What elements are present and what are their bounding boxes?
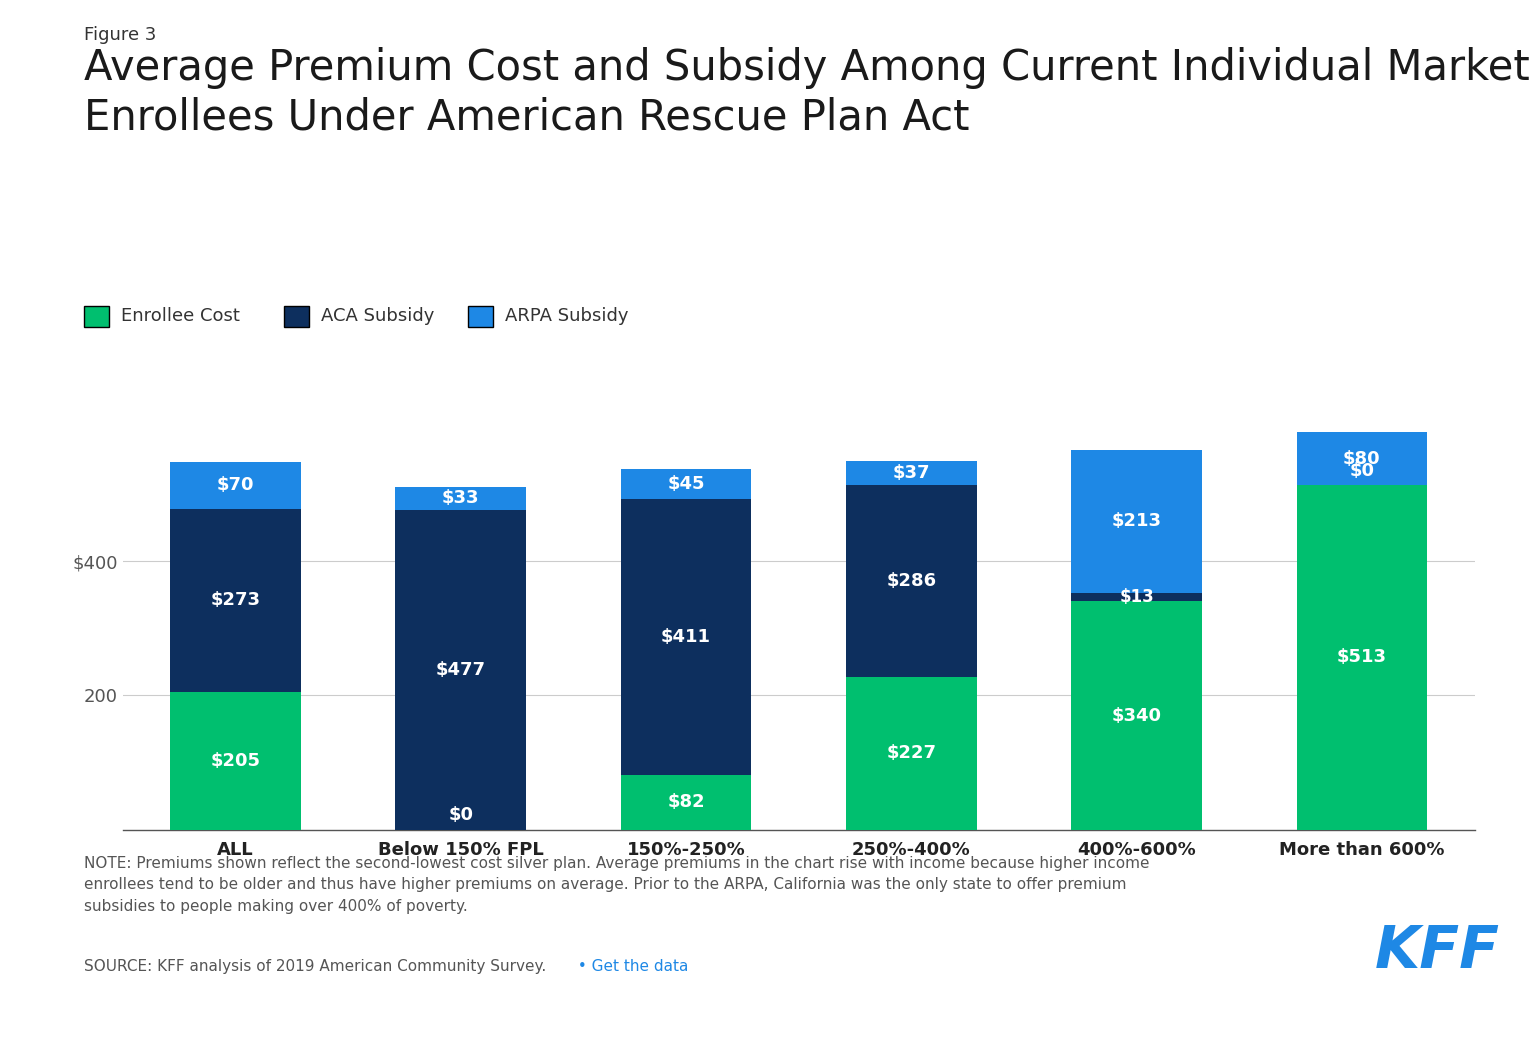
Text: Enrollee Cost: Enrollee Cost	[121, 307, 240, 326]
Bar	[1071, 450, 1203, 593]
Bar	[621, 499, 751, 775]
Bar	[846, 677, 977, 830]
Text: $513: $513	[1336, 648, 1387, 667]
Bar	[170, 692, 301, 830]
Bar	[846, 485, 977, 677]
Text: $227: $227	[886, 745, 937, 762]
Text: $37: $37	[892, 464, 931, 482]
Text: Figure 3: Figure 3	[84, 26, 157, 44]
Text: $213: $213	[1112, 512, 1161, 530]
Bar	[621, 469, 751, 499]
Text: Average Premium Cost and Subsidy Among Current Individual Market
Enrollees Under: Average Premium Cost and Subsidy Among C…	[84, 47, 1530, 139]
Text: $82: $82	[667, 793, 705, 811]
Text: NOTE: Premiums shown reflect the second-lowest cost silver plan. Average premium: NOTE: Premiums shown reflect the second-…	[84, 856, 1150, 914]
Text: ARPA Subsidy: ARPA Subsidy	[505, 307, 628, 326]
Text: $286: $286	[886, 572, 937, 590]
Text: $477: $477	[436, 661, 485, 678]
Text: $0: $0	[449, 806, 473, 824]
Bar	[621, 775, 751, 830]
Text: $33: $33	[442, 489, 479, 507]
Text: $411: $411	[660, 627, 711, 646]
Text: $45: $45	[667, 475, 705, 493]
Text: KFF: KFF	[1375, 923, 1499, 980]
Bar	[395, 509, 527, 830]
Bar	[1296, 431, 1427, 485]
Text: $13: $13	[1120, 588, 1154, 606]
Bar	[395, 487, 527, 509]
Text: • Get the data: • Get the data	[573, 959, 688, 974]
Bar	[1296, 485, 1427, 830]
Text: $80: $80	[1342, 449, 1381, 468]
Text: SOURCE: KFF analysis of 2019 American Community Survey.: SOURCE: KFF analysis of 2019 American Co…	[84, 959, 547, 974]
Bar	[1071, 593, 1203, 601]
Bar	[170, 509, 301, 692]
Bar	[1071, 601, 1203, 830]
Text: $205: $205	[210, 752, 261, 769]
Bar	[170, 461, 301, 509]
Text: ACA Subsidy: ACA Subsidy	[321, 307, 435, 326]
Text: $70: $70	[217, 476, 255, 495]
Text: $273: $273	[210, 591, 261, 610]
Text: $0: $0	[1350, 463, 1375, 480]
Text: $340: $340	[1112, 706, 1161, 725]
Bar	[846, 460, 977, 485]
